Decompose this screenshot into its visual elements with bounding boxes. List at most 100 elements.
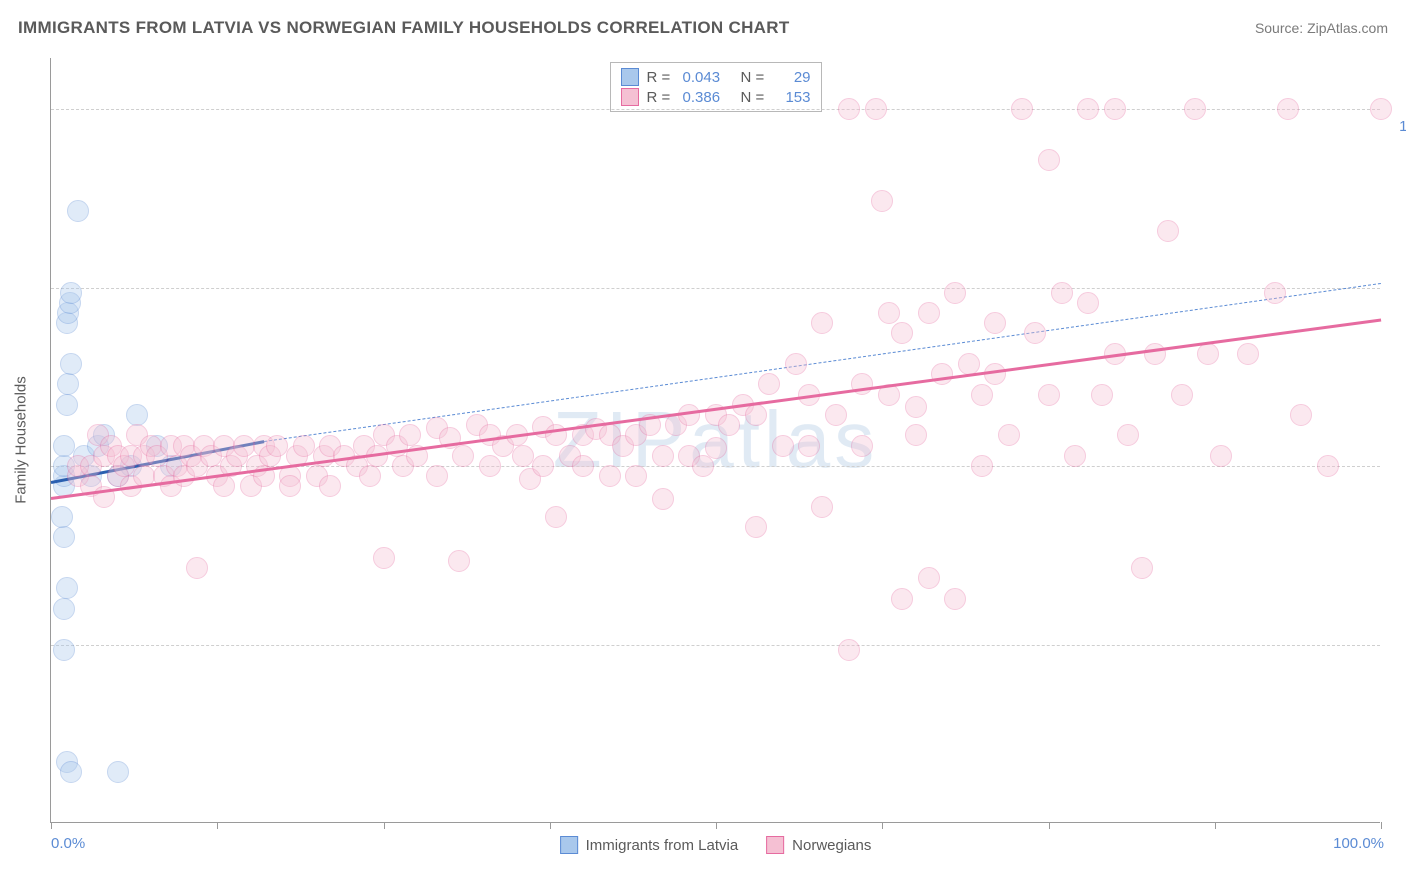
n-value-norwegians: 153 <box>777 89 811 106</box>
data-point <box>1077 292 1099 314</box>
gridline: 82.5% <box>51 288 1380 289</box>
data-point <box>1144 343 1166 365</box>
data-point <box>373 547 395 569</box>
data-point <box>1011 98 1033 120</box>
data-point <box>931 363 953 385</box>
data-point <box>944 588 966 610</box>
data-point <box>705 437 727 459</box>
data-point <box>1131 557 1153 579</box>
data-point <box>1104 98 1126 120</box>
data-point <box>186 557 208 579</box>
data-point <box>838 639 860 661</box>
r-value-latvia: 0.043 <box>683 69 733 86</box>
data-point <box>1197 343 1219 365</box>
data-point <box>772 435 794 457</box>
data-point <box>1184 98 1206 120</box>
data-point <box>1157 220 1179 242</box>
x-tick <box>550 822 551 829</box>
data-point <box>213 475 235 497</box>
data-point <box>56 394 78 416</box>
data-point <box>426 465 448 487</box>
data-point <box>532 455 554 477</box>
data-point <box>51 506 73 528</box>
data-point <box>1370 98 1392 120</box>
swatch-latvia-icon <box>560 836 578 854</box>
x-tick <box>217 822 218 829</box>
data-point <box>1117 424 1139 446</box>
data-point <box>60 353 82 375</box>
swatch-norwegians-icon <box>766 836 784 854</box>
legend-label-latvia: Immigrants from Latvia <box>586 837 739 854</box>
data-point <box>1317 455 1339 477</box>
trendline <box>51 318 1381 499</box>
n-value-latvia: 29 <box>777 69 811 86</box>
data-point <box>758 373 780 395</box>
gridline: 47.5% <box>51 645 1380 646</box>
r-value-norwegians: 0.386 <box>683 89 733 106</box>
x-tick <box>1049 822 1050 829</box>
y-tick-label: 47.5% <box>1390 654 1406 671</box>
source: Source: ZipAtlas.com <box>1255 20 1388 36</box>
data-point <box>53 435 75 457</box>
r-label: R = <box>647 89 675 106</box>
data-point <box>512 445 534 467</box>
y-axis-title: Family Households <box>13 376 30 504</box>
x-tick <box>384 822 385 829</box>
data-point <box>785 353 807 375</box>
data-point <box>905 396 927 418</box>
data-point <box>479 455 501 477</box>
data-point <box>57 373 79 395</box>
data-point <box>1264 282 1286 304</box>
data-point <box>1038 384 1060 406</box>
data-point <box>825 404 847 426</box>
title-bar: IMMIGRANTS FROM LATVIA VS NORWEGIAN FAMI… <box>18 18 1388 38</box>
data-point <box>1091 384 1113 406</box>
data-point <box>891 588 913 610</box>
legend-item-norwegians: Norwegians <box>766 836 871 854</box>
data-point <box>572 455 594 477</box>
data-point <box>1277 98 1299 120</box>
stats-row-norwegians: R = 0.386 N = 153 <box>621 87 811 107</box>
data-point <box>266 435 288 457</box>
data-point <box>1064 445 1086 467</box>
data-point <box>871 190 893 212</box>
data-point <box>918 567 940 589</box>
gridline: 100.0% <box>51 109 1380 110</box>
data-point <box>545 506 567 528</box>
data-point <box>652 445 674 467</box>
data-point <box>126 404 148 426</box>
y-tick-label: 65.0% <box>1390 475 1406 492</box>
data-point <box>878 302 900 324</box>
x-tick <box>716 822 717 829</box>
x-tick <box>1215 822 1216 829</box>
data-point <box>625 465 647 487</box>
data-point <box>984 312 1006 334</box>
data-point <box>971 455 993 477</box>
data-point <box>279 475 301 497</box>
data-point <box>60 282 82 304</box>
swatch-norwegians <box>621 88 639 106</box>
data-point <box>891 322 913 344</box>
data-point <box>399 424 421 446</box>
chart-title: IMMIGRANTS FROM LATVIA VS NORWEGIAN FAMI… <box>18 18 790 38</box>
data-point <box>1077 98 1099 120</box>
source-label: Source: <box>1255 20 1303 36</box>
r-label: R = <box>647 69 675 86</box>
data-point <box>944 282 966 304</box>
data-point <box>448 550 470 572</box>
bottom-legend: Immigrants from Latvia Norwegians <box>560 836 872 854</box>
n-label: N = <box>741 89 769 106</box>
swatch-latvia <box>621 68 639 86</box>
source-name: ZipAtlas.com <box>1307 20 1388 36</box>
data-point <box>798 435 820 457</box>
legend-item-latvia: Immigrants from Latvia <box>560 836 739 854</box>
data-point <box>918 302 940 324</box>
data-point <box>998 424 1020 446</box>
data-point <box>718 414 740 436</box>
x-tick <box>882 822 883 829</box>
x-tick <box>1381 822 1382 829</box>
data-point <box>1024 322 1046 344</box>
x-axis-end-label: 100.0% <box>1333 835 1384 852</box>
stats-legend: R = 0.043 N = 29 R = 0.386 N = 153 <box>610 62 822 112</box>
x-axis-start-label: 0.0% <box>51 835 85 852</box>
